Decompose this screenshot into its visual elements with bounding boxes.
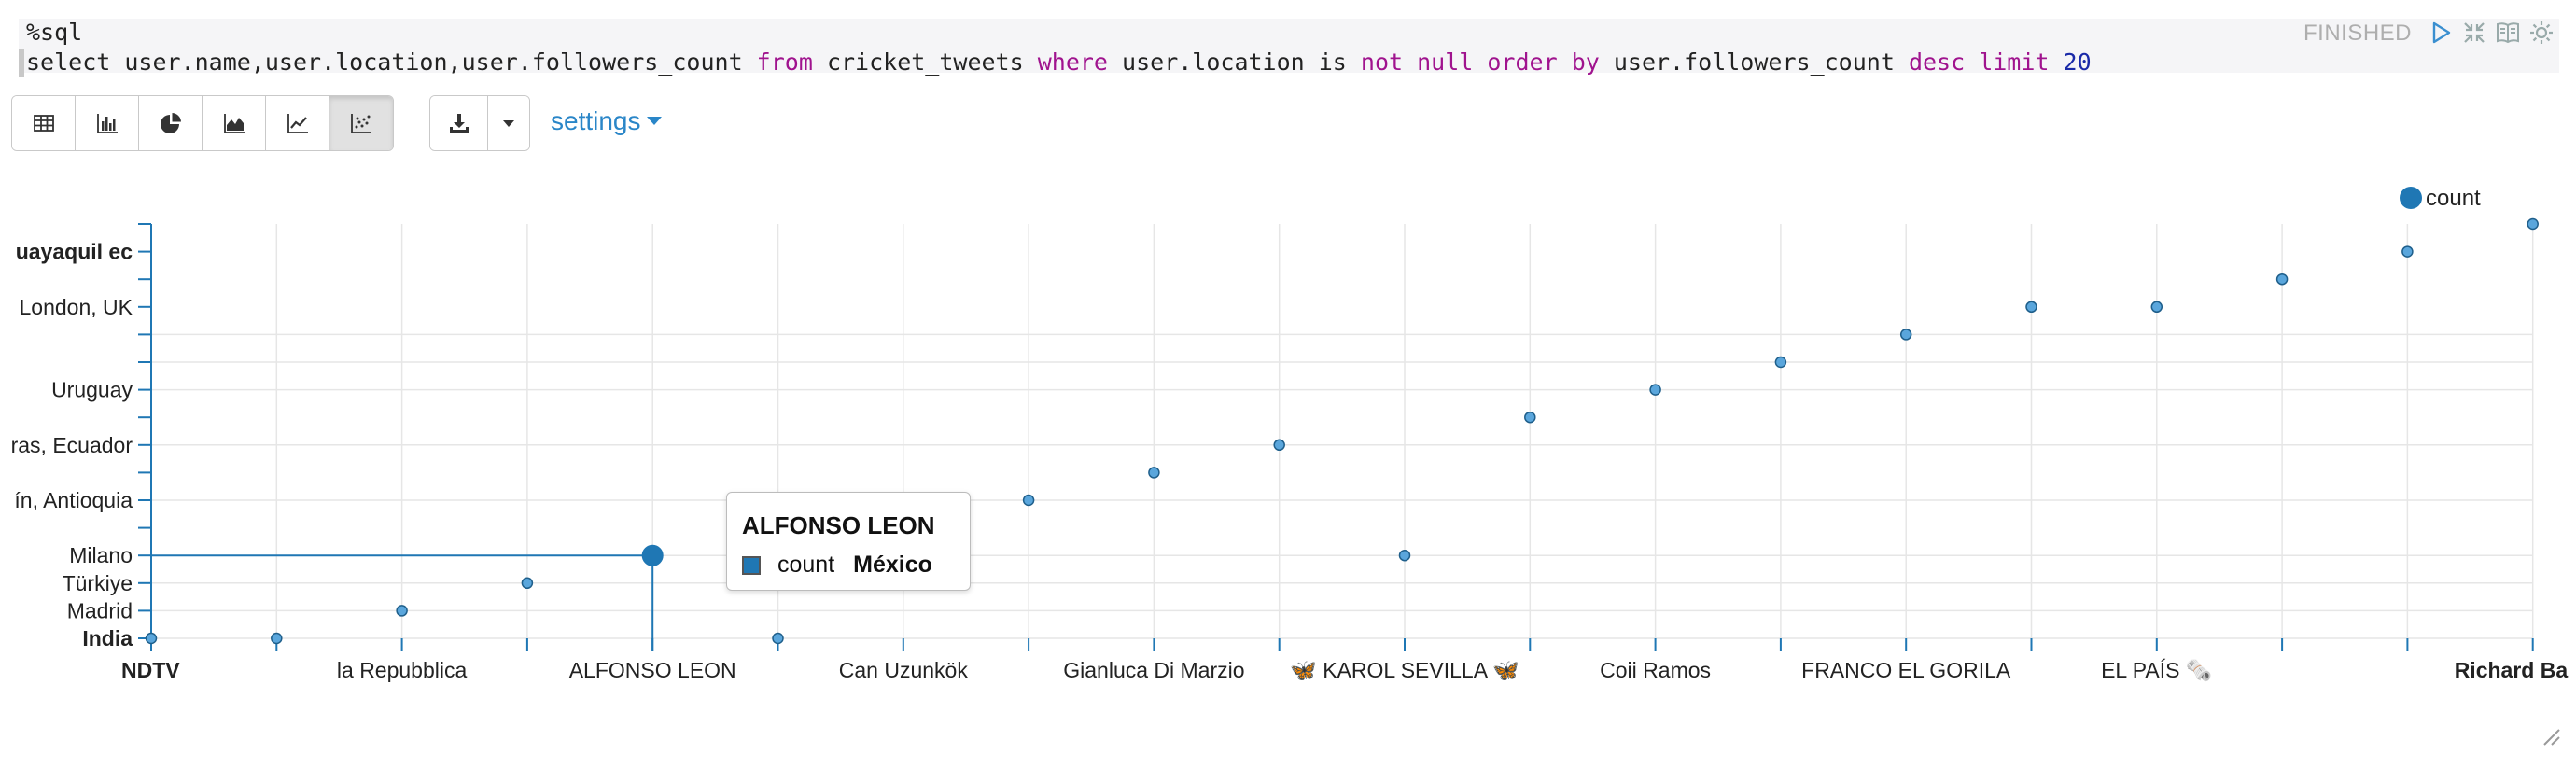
x-tick-label: Gianluca Di Marzio [1063,658,1244,682]
run-icon[interactable] [2427,19,2455,47]
data-point [1524,411,1536,424]
visualization-switcher [11,95,394,151]
x-tick-label: la Repubblica [337,658,468,682]
book-icon[interactable] [2494,19,2522,47]
data-point [145,632,158,645]
code-editor[interactable]: %sql select user.name,user.location,user… [19,19,2559,76]
x-tick-label: ALFONSO LEON [569,658,736,682]
data-point [1022,494,1035,507]
tooltip-row: count México [742,552,970,579]
settings-dropdown[interactable]: settings [551,106,662,136]
gear-icon[interactable] [2527,19,2555,47]
download-icon [449,114,469,133]
scatter-chart-view-button[interactable] [329,96,393,150]
y-tick-label: Milano [69,543,133,567]
data-point [1398,549,1411,562]
pie-chart-icon [160,113,181,133]
data-point [2150,301,2163,314]
data-point [1899,329,1912,341]
keyword-from: from [756,49,813,76]
query-text-5 [2049,49,2063,76]
x-tick-label: Richard Ba [2455,658,2569,682]
y-tick-label: Türkiye [63,571,133,595]
scatter-chart-icon [351,114,371,133]
data-point [1649,384,1661,396]
table-icon [33,115,54,132]
data-point [2025,301,2037,314]
bar-chart-icon [96,114,118,133]
y-tick-label: uayaquil ec [16,240,133,264]
y-tick-label: London, UK [20,295,133,319]
keyword-where: where [1037,49,1108,76]
pie-chart-view-button[interactable] [139,96,203,150]
x-tick-label: Can Uzunkök [839,658,969,682]
tooltip-swatch [742,555,761,575]
tooltip-title: ALFONSO LEON [742,511,935,539]
download-button[interactable] [430,96,488,150]
limit-number: 20 [2063,49,2092,76]
data-point-highlighted [641,544,664,566]
keyword-not-null-order-by: not null order by [1360,49,1600,76]
data-point [2401,245,2414,258]
data-point [1273,439,1285,452]
tooltip-series: count [777,552,835,578]
data-point [2527,217,2539,231]
paragraph-status: FINISHED [2303,21,2413,46]
x-tick-label: 🦋 KAROL SEVILLA 🦋 [1290,658,1519,682]
x-tick-label: EL PAÍS 🗞️ [2101,658,2213,683]
tooltip-value: México [853,552,932,578]
query-text-1: select user.name,user.location,user.foll… [26,49,757,76]
keyword-desc-limit: desc limit [1908,49,2050,76]
data-point [396,605,408,617]
interpreter-line: %sql [26,19,83,46]
line-chart-icon [287,114,308,133]
data-point [2275,273,2289,286]
legend-label: count [2426,186,2481,211]
x-tick-label: NDTV [121,658,180,682]
settings-label: settings [551,106,641,135]
line-chart-view-button[interactable] [266,96,329,150]
download-group [429,95,530,151]
x-tick-label: FRANCO EL GORILA [1801,658,2011,682]
y-tick-label: Madrid [67,598,133,622]
data-point [271,632,283,645]
y-tick-label: ras, Ecuador [11,433,133,457]
legend-swatch [2400,187,2422,209]
area-chart-view-button[interactable] [203,96,266,150]
data-point [772,632,784,645]
data-point [1148,467,1160,479]
collapse-icon[interactable] [2460,19,2488,47]
y-tick-label: India [82,626,133,650]
query-text-2: cricket_tweets [812,49,1038,76]
resize-handle-icon[interactable] [2539,724,2561,747]
query-text-4: user.followers_count [1599,49,1909,76]
scatter-chart: India Madrid Türkiye Milano ín, Antioquia ras… [11,186,2569,683]
query-text-3: user.location is [1107,49,1361,76]
chart-tooltip: ALFONSO LEON count México [726,492,971,591]
x-tick-label: Coii Ramos [1600,658,1711,682]
query-line: select user.name,user.location,user.foll… [26,49,2092,77]
y-tick-label: Uruguay [51,378,133,402]
active-line-marker [19,49,24,77]
data-point [521,577,534,590]
data-point [1774,356,1787,369]
download-options-button[interactable] [488,96,529,150]
caret-down-icon [503,120,514,127]
table-view-button[interactable] [12,96,76,150]
y-tick-label: ín, Antioquia [14,488,133,512]
area-chart-icon [223,114,245,133]
bar-chart-view-button[interactable] [76,96,139,150]
caret-down-icon [646,117,662,126]
